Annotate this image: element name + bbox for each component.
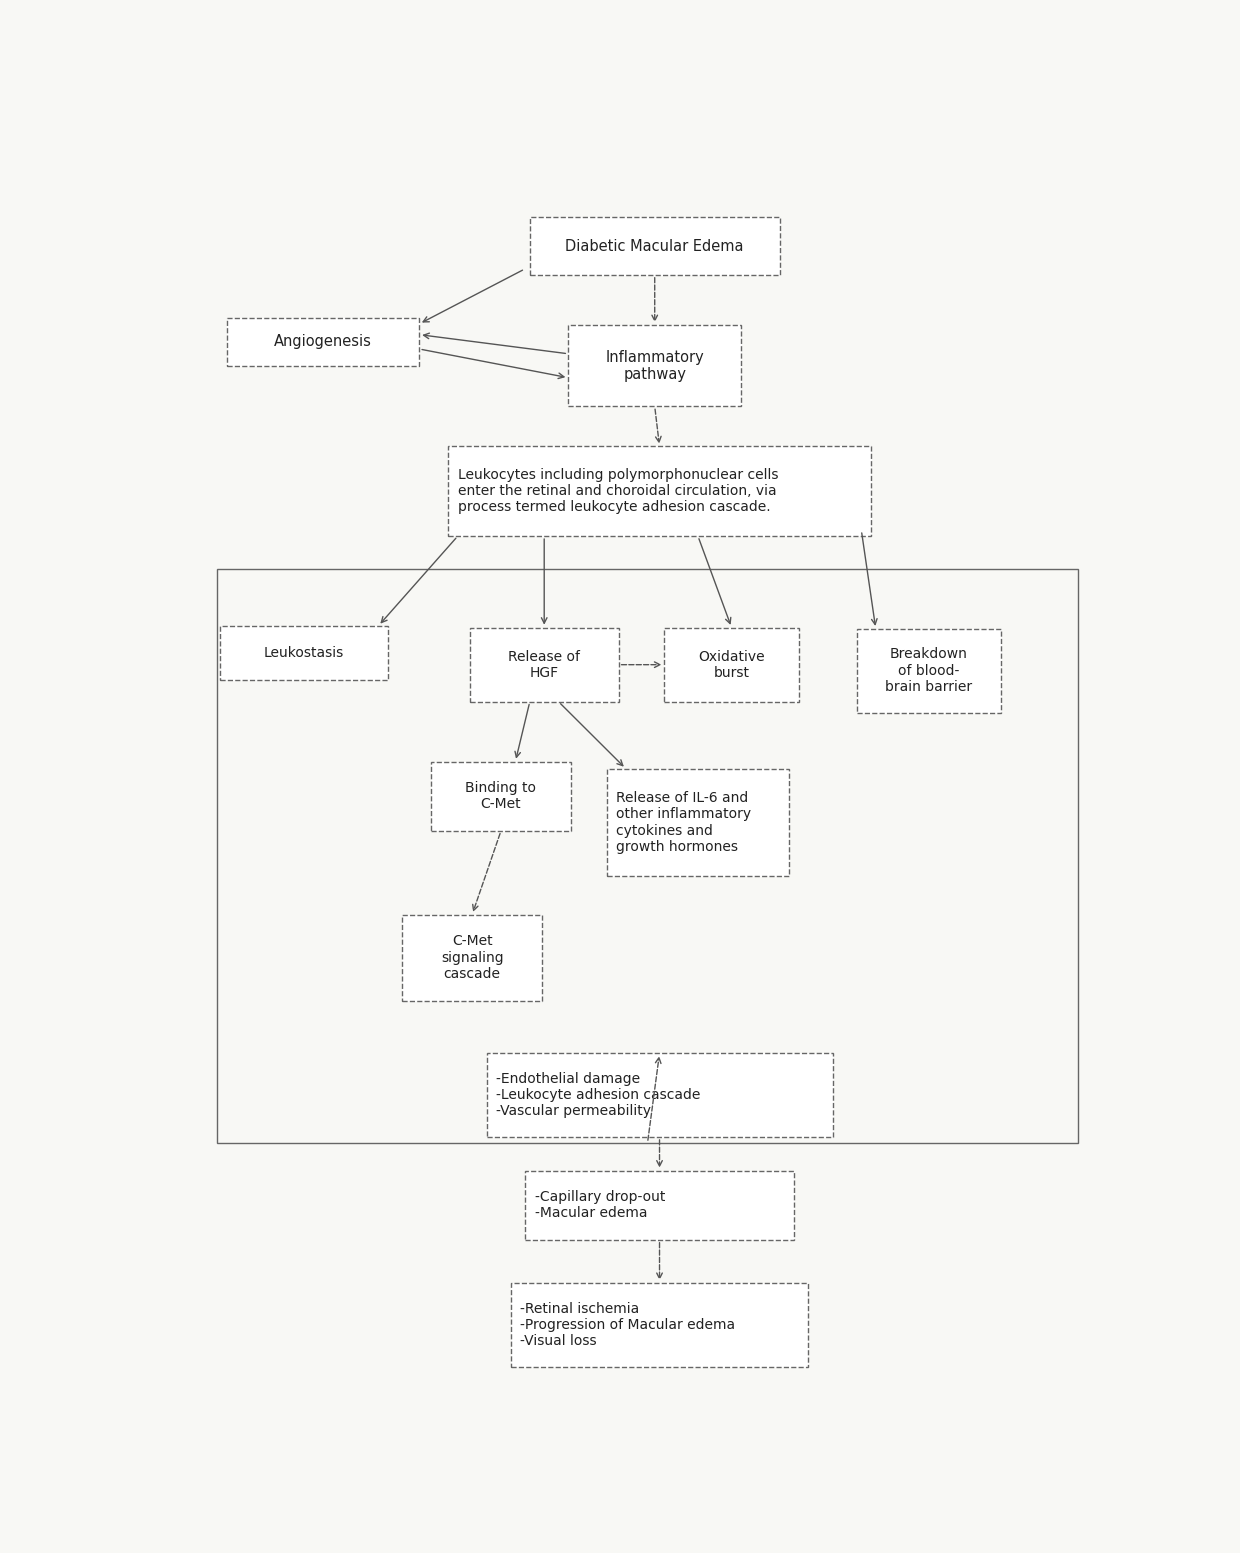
FancyBboxPatch shape (470, 627, 619, 702)
FancyBboxPatch shape (525, 1171, 794, 1239)
Text: Release of
HGF: Release of HGF (508, 649, 580, 680)
Text: Binding to
C-Met: Binding to C-Met (465, 781, 537, 811)
FancyBboxPatch shape (486, 1053, 832, 1137)
Text: C-Met
signaling
cascade: C-Met signaling cascade (440, 935, 503, 981)
FancyBboxPatch shape (403, 915, 542, 1000)
FancyBboxPatch shape (529, 217, 780, 275)
FancyBboxPatch shape (568, 325, 742, 407)
Text: Inflammatory
pathway: Inflammatory pathway (605, 349, 704, 382)
Text: Release of IL-6 and
other inflammatory
cytokines and
growth hormones: Release of IL-6 and other inflammatory c… (616, 790, 751, 854)
FancyBboxPatch shape (432, 761, 570, 831)
FancyBboxPatch shape (665, 627, 799, 702)
Text: -Endothelial damage
-Leukocyte adhesion cascade
-Vascular permeability: -Endothelial damage -Leukocyte adhesion … (496, 1072, 701, 1118)
Text: Leukocytes including polymorphonuclear cells
enter the retinal and choroidal cir: Leukocytes including polymorphonuclear c… (458, 467, 779, 514)
Text: -Retinal ischemia
-Progression of Macular edema
-Visual loss: -Retinal ischemia -Progression of Macula… (521, 1301, 735, 1348)
Text: Leukostasis: Leukostasis (264, 646, 343, 660)
Text: Breakdown
of blood-
brain barrier: Breakdown of blood- brain barrier (885, 648, 972, 694)
Text: Oxidative
burst: Oxidative burst (698, 649, 765, 680)
FancyBboxPatch shape (511, 1283, 808, 1367)
Text: -Capillary drop-out
-Macular edema: -Capillary drop-out -Macular edema (534, 1190, 665, 1221)
FancyBboxPatch shape (857, 629, 1001, 713)
FancyBboxPatch shape (227, 318, 419, 365)
FancyBboxPatch shape (448, 446, 870, 536)
FancyBboxPatch shape (606, 769, 789, 876)
FancyBboxPatch shape (219, 626, 388, 680)
Text: Diabetic Macular Edema: Diabetic Macular Edema (565, 239, 744, 253)
Text: Angiogenesis: Angiogenesis (274, 334, 372, 349)
